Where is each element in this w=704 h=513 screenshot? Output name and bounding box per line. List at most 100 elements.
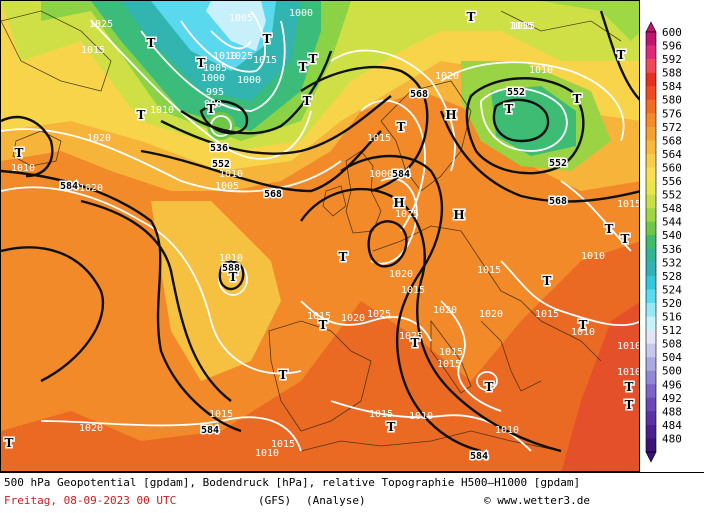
- isobar: [1, 128, 342, 193]
- low-center-label: T: [263, 32, 272, 46]
- low-center-label: T: [279, 368, 288, 382]
- pressure-label: 1015: [209, 409, 233, 420]
- legend-value: 536: [662, 243, 682, 256]
- isobar: [440, 61, 625, 142]
- pressure-label: 1015: [509, 21, 533, 32]
- legend-arrow-top: [645, 21, 657, 33]
- low-center-label: T: [15, 146, 24, 160]
- pressure-label: 1010: [219, 253, 243, 264]
- legend-value: 576: [662, 107, 682, 120]
- legend-swatch: [646, 153, 656, 168]
- geopotential-contour: [218, 260, 245, 291]
- run-mode: (Analyse): [306, 494, 366, 507]
- model-name: (GFS): [258, 494, 292, 507]
- high-center-label: H: [445, 108, 456, 122]
- legend-swatch: [646, 99, 656, 114]
- geopotential-contour: [140, 130, 382, 193]
- legend-swatch: [646, 411, 656, 426]
- legend-swatch: [646, 424, 656, 439]
- low-center-label: T: [411, 336, 420, 350]
- legend-swatch: [646, 45, 656, 60]
- pressure-label: 1020: [341, 313, 365, 324]
- geopotential-label: 552: [212, 159, 230, 170]
- geopotential-label: 584: [470, 451, 488, 462]
- pressure-label: 1015: [511, 21, 535, 32]
- geopotential-label: 584: [60, 181, 78, 192]
- low-center-label: T: [137, 108, 146, 122]
- low-center-label: T: [397, 120, 406, 134]
- pressure-label: 1010: [219, 169, 243, 180]
- pressure-label: 1015: [401, 285, 425, 296]
- low-center-label: T: [207, 102, 216, 116]
- coast-balkans: [480, 320, 542, 392]
- pressure-label: 1000: [369, 169, 393, 180]
- legend-value: 524: [662, 283, 682, 296]
- coast-north-africa: [300, 430, 562, 452]
- coast-iberia: [268, 320, 372, 432]
- legend-frame: [645, 31, 657, 453]
- pressure-label: 1010: [150, 105, 174, 116]
- pressure-label: 1015: [253, 55, 277, 66]
- legend-swatch: [646, 208, 656, 222]
- pressure-label: 1005: [203, 63, 227, 74]
- pressure-label: 1000: [237, 75, 261, 86]
- legend-value: 516: [662, 311, 682, 324]
- low-center-label: T: [319, 318, 328, 332]
- coast-iceland: [12, 130, 62, 167]
- legend-swatch: [646, 181, 656, 195]
- legend-value: 492: [662, 392, 682, 405]
- pressure-label: 1020: [79, 183, 103, 194]
- legend-value: 496: [662, 378, 682, 391]
- color-legend: 600 596 592 588 584 580 576 572 568 564 560 556 552 5…: [640, 0, 704, 472]
- pressure-label: 1005: [229, 13, 253, 24]
- legend-swatch: [646, 302, 656, 317]
- legend-value: 580: [662, 94, 682, 107]
- pressure-label: 1015: [81, 45, 105, 56]
- geopotential-contour: [1, 115, 54, 178]
- legend-swatch: [646, 32, 656, 46]
- legend-swatch: [646, 194, 656, 209]
- pressure-label: 1020: [435, 71, 459, 82]
- isobar: [440, 300, 502, 412]
- pressure-label: 1015: [369, 409, 393, 420]
- legend-swatch: [646, 72, 656, 87]
- low-center-label: T: [5, 436, 14, 450]
- isobar: [90, 20, 312, 160]
- geopotential-contour: [1, 169, 242, 433]
- geopotential-contour: [439, 110, 639, 203]
- pressure-label: 1020: [87, 133, 111, 144]
- geopotential-contour: [199, 99, 249, 135]
- field-green-northeast: [541, 1, 639, 41]
- legend-swatch: [646, 262, 656, 277]
- pressure-label: 1025: [367, 309, 391, 320]
- geopotential-label: 552: [549, 158, 567, 169]
- pressure-label: 1025: [395, 209, 419, 220]
- geopotential-contour: [599, 10, 639, 101]
- legend-value: 520: [662, 297, 682, 310]
- pressure-label: 1015: [535, 309, 559, 320]
- field-southeast-red: [561, 302, 639, 471]
- geopotential-contour: [300, 65, 429, 193]
- geopotential-contour: [465, 77, 585, 175]
- geopotential-label: 552: [549, 158, 567, 169]
- pressure-label: 1015: [477, 265, 501, 276]
- legend-swatch: [646, 357, 656, 372]
- legend-value: 512: [662, 324, 682, 337]
- footer: 500 hPa Geopotential [gpdam], Bodendruck…: [0, 472, 704, 513]
- geopotential-label: 584: [470, 451, 488, 462]
- geopotential-label: 536: [210, 143, 228, 154]
- geopotential-contour: [160, 95, 392, 155]
- valid-time: Freitag, 08-09-2023 00 UTC: [4, 494, 177, 507]
- legend-value: 560: [662, 161, 682, 174]
- credit-link[interactable]: © www.wetter3.de: [484, 494, 590, 507]
- pressure-label: 1020: [79, 423, 103, 434]
- legend-value: 572: [662, 121, 682, 134]
- pressure-label: 1015: [617, 199, 640, 210]
- isobar: [330, 49, 456, 172]
- high-center-label: H: [453, 208, 464, 222]
- coast-greenland: [1, 10, 112, 92]
- legend-swatch: [646, 343, 656, 358]
- legend-value: 532: [662, 256, 682, 269]
- legend-value: 508: [662, 338, 682, 351]
- low-center-label: T: [299, 60, 308, 74]
